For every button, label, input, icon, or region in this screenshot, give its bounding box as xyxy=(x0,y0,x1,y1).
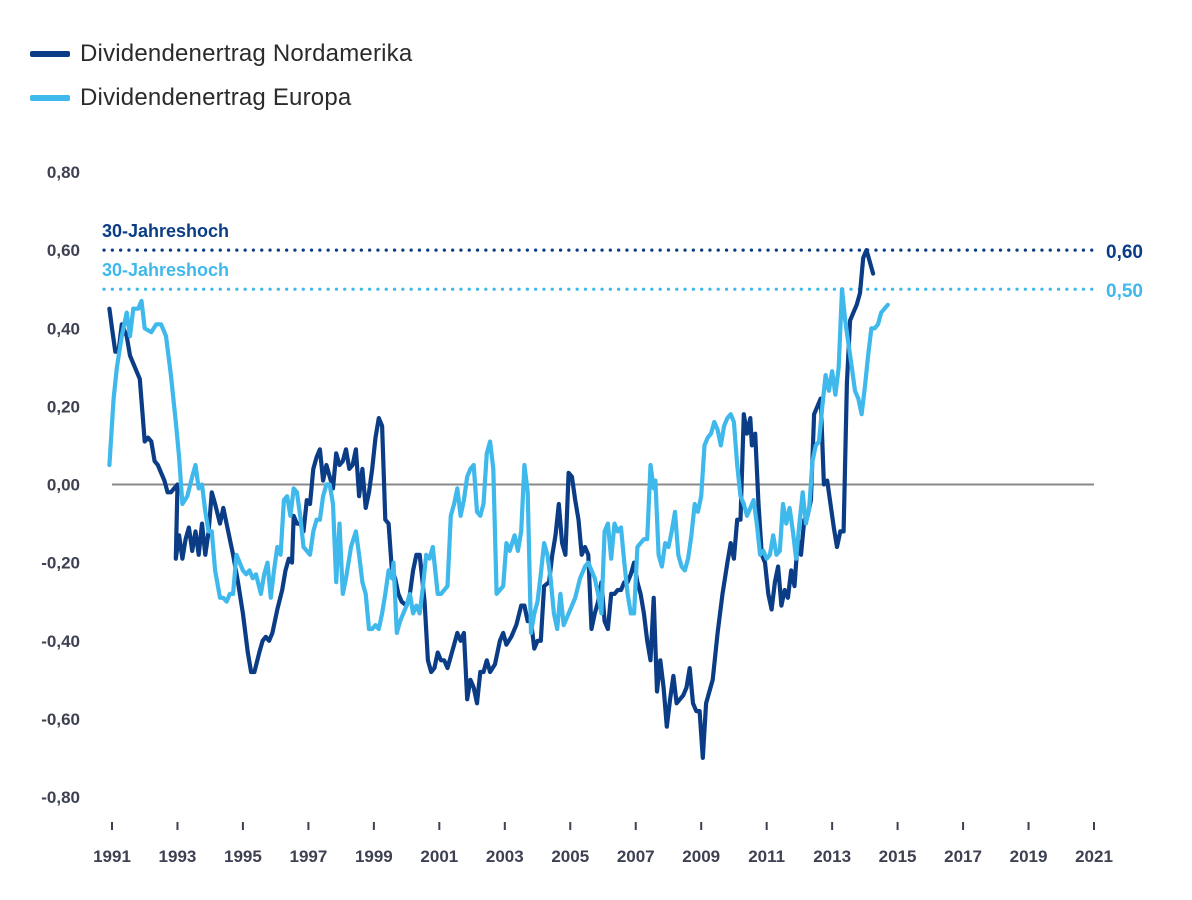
reference-labels: 30-Jahreshoch 0,60 30-Jahreshoch 0,50 xyxy=(102,221,1143,302)
legend: Dividendenertrag Nordamerika Dividendene… xyxy=(30,32,412,120)
reference-title-1: 30-Jahreshoch xyxy=(102,221,229,241)
legend-label-nordamerika: Dividendenertrag Nordamerika xyxy=(80,40,413,67)
y-tick-label: -0,60 xyxy=(41,710,80,729)
y-tick-label: 0,80 xyxy=(47,163,80,182)
x-tick-label: 2003 xyxy=(486,847,524,866)
x-tick-label: 2013 xyxy=(813,847,851,866)
reference-lines xyxy=(102,248,1096,291)
y-tick-label: -0,20 xyxy=(41,554,80,573)
series-line-europa xyxy=(107,287,890,635)
x-tick-label: 1995 xyxy=(224,847,262,866)
reference-value-2: 0,50 xyxy=(1106,281,1143,302)
x-tick-label: 2017 xyxy=(944,847,982,866)
x-tick-label: 1997 xyxy=(289,847,327,866)
legend-item-europa[interactable]: Dividendenertrag Europa xyxy=(30,76,412,120)
legend-swatch-europa xyxy=(30,95,70,101)
legend-label-europa: Dividendenertrag Europa xyxy=(80,84,352,111)
reference-value-1: 0,60 xyxy=(1106,242,1143,263)
x-tick-label: 2011 xyxy=(748,847,785,866)
x-tick-label: 2001 xyxy=(420,847,458,866)
y-tick-label: -0,40 xyxy=(41,632,80,651)
x-tick-label: 2019 xyxy=(1010,847,1048,866)
x-tick-label: 1991 xyxy=(93,847,131,866)
series-line-nordamerika xyxy=(107,248,876,760)
legend-item-nordamerika[interactable]: Dividendenertrag Nordamerika xyxy=(30,32,412,76)
x-tick-label: 2015 xyxy=(879,847,917,866)
y-axis-labels: 0,80 0,60 0,40 0,20 0,00 -0,20 -0,40 -0,60 -0,80 xyxy=(41,163,80,807)
x-tick-label: 2007 xyxy=(617,847,655,866)
series-group xyxy=(107,248,890,760)
legend-swatch-nordamerika xyxy=(30,51,70,57)
y-tick-label: 0,20 xyxy=(47,397,80,416)
x-axis: 1991 1993 1995 1997 1999 2001 2003 2005 2007 2009… xyxy=(93,822,1113,866)
y-tick-label: 0,60 xyxy=(47,241,80,260)
reference-title-2: 30-Jahreshoch xyxy=(102,260,229,280)
y-tick-label: -0,80 xyxy=(41,788,80,807)
y-tick-label: 0,00 xyxy=(47,476,80,495)
x-tick-label: 2009 xyxy=(682,847,720,866)
x-tick-label: 1999 xyxy=(355,847,393,866)
x-tick-label: 1993 xyxy=(159,847,197,866)
x-tick-label: 2005 xyxy=(551,847,589,866)
y-tick-label: 0,40 xyxy=(47,319,80,338)
x-tick-label: 2021 xyxy=(1075,847,1113,866)
